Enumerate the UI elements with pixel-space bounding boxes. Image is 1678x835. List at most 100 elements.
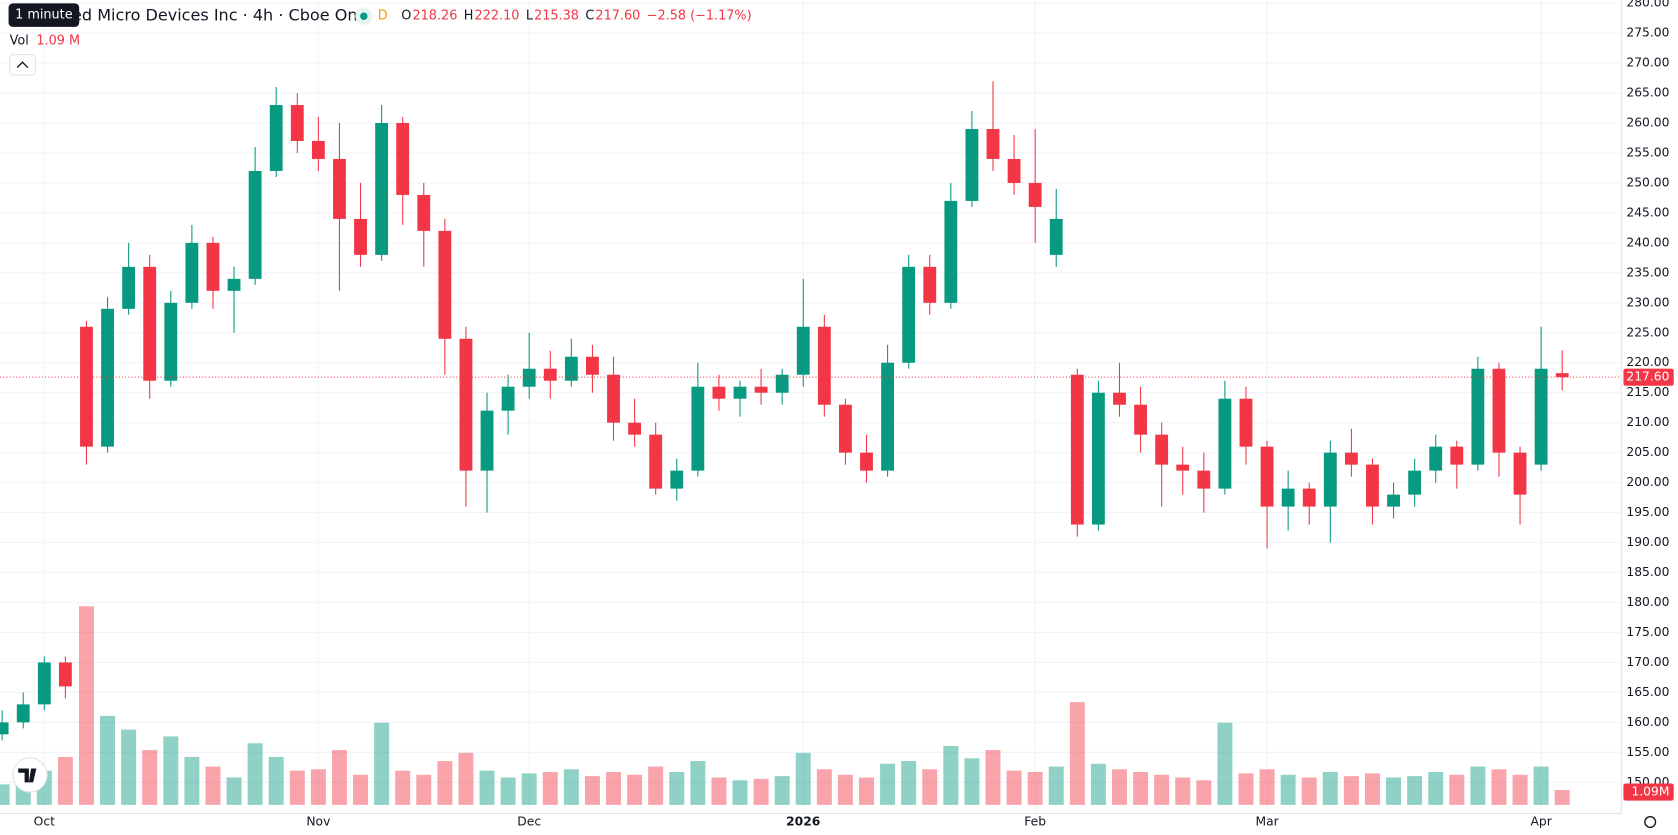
- candle-body: [564, 356, 578, 381]
- volume-bar: [627, 774, 643, 805]
- volume-bar: [711, 777, 727, 805]
- volume-bar: [1069, 702, 1085, 805]
- ohlc-value: 218.26: [412, 9, 457, 24]
- y-tick-label: 275.00: [1626, 26, 1669, 40]
- volume-bar: [943, 745, 959, 805]
- volume-bar: [437, 761, 453, 805]
- ohlc-value: 222.10: [475, 9, 520, 24]
- x-tick-label: Dec: [517, 815, 541, 829]
- volume-bar: [1111, 769, 1127, 805]
- candle-body: [1155, 434, 1169, 465]
- candle-body: [733, 386, 747, 399]
- last-price-label: 217.60: [1626, 370, 1669, 384]
- volume-bar: [774, 776, 790, 805]
- candle-body: [1091, 392, 1105, 525]
- y-tick-label: 265.00: [1626, 86, 1669, 100]
- y-tick-label: 270.00: [1626, 56, 1669, 70]
- volume-bar: [690, 761, 706, 805]
- volume-bar: [816, 769, 832, 805]
- candle-body: [122, 266, 136, 309]
- candle-body: [839, 404, 852, 453]
- volume-bar: [479, 770, 495, 805]
- candle-body: [396, 123, 410, 195]
- candle-body: [1387, 494, 1400, 507]
- y-tick-label: 200.00: [1626, 475, 1669, 489]
- y-tick-label: 210.00: [1626, 415, 1669, 429]
- candle-body: [944, 200, 958, 303]
- candle-body: [206, 242, 220, 291]
- candle-body: [58, 662, 72, 687]
- candle-body: [586, 356, 599, 375]
- volume-bar: [310, 769, 326, 805]
- y-tick-label: 205.00: [1626, 445, 1669, 459]
- candle-body: [1028, 182, 1042, 207]
- ohlc-letter: C: [585, 9, 594, 24]
- volume-bar: [880, 763, 896, 805]
- candle-body: [1323, 452, 1337, 507]
- volume-bar: [1259, 769, 1275, 805]
- x-tick-label: Mar: [1255, 815, 1279, 829]
- candle-body: [1239, 398, 1253, 447]
- candle-body: [1555, 373, 1569, 378]
- volume-bar: [1364, 773, 1380, 805]
- candle-body: [417, 194, 431, 231]
- candle-body: [1450, 446, 1464, 465]
- y-tick-label: 180.00: [1626, 595, 1669, 609]
- candle-body: [986, 129, 1000, 159]
- status-dot: [360, 12, 368, 20]
- volume-bar: [100, 715, 116, 805]
- candle-body: [37, 662, 51, 705]
- y-tick-label: 260.00: [1626, 116, 1669, 130]
- candle-body: [311, 140, 325, 159]
- candle-body: [438, 230, 452, 339]
- logo: [12, 757, 48, 793]
- badge[interactable]: D: [378, 9, 388, 24]
- candle-body: [543, 368, 557, 381]
- collapse-icon: [16, 61, 29, 69]
- candle-body: [1176, 464, 1190, 471]
- candle-body: [817, 326, 831, 405]
- volume-bar: [1533, 766, 1549, 805]
- volume-bar: [142, 750, 158, 805]
- volume-bar: [205, 766, 221, 805]
- y-tick-label: 190.00: [1626, 535, 1669, 549]
- y-tick-label: 170.00: [1626, 655, 1669, 669]
- volume-bar: [1512, 774, 1528, 805]
- candle-body: [1218, 398, 1232, 489]
- collapse-button[interactable]: [9, 54, 36, 76]
- volume-bar: [1027, 772, 1043, 805]
- candle-body: [1049, 218, 1063, 255]
- candle-body: [754, 386, 768, 393]
- volume-bar: [521, 773, 537, 805]
- volume-bar: [0, 784, 10, 805]
- candle-body: [459, 338, 473, 471]
- volume-bar: [78, 606, 94, 805]
- candle-body: [1344, 452, 1358, 465]
- volume-bar: [753, 778, 769, 805]
- candle-body: [881, 362, 895, 471]
- volume-bar: [1154, 774, 1170, 805]
- candle-body: [628, 422, 642, 435]
- volume-bar: [226, 777, 242, 805]
- volume-bar: [837, 774, 853, 805]
- volume-bar: [1407, 776, 1423, 805]
- volume-bar: [353, 774, 369, 805]
- volume-bar: [458, 752, 474, 805]
- y-tick-label: 230.00: [1626, 295, 1669, 309]
- volume-bar: [1343, 776, 1359, 805]
- candle-body: [965, 129, 979, 201]
- candle-body: [1492, 368, 1506, 453]
- candle-body: [691, 386, 705, 471]
- volume-bar: [163, 736, 179, 805]
- candle-body: [501, 386, 515, 411]
- candle-body: [0, 722, 9, 735]
- volume-bar: [648, 766, 664, 805]
- change-value: −2.58 (−1.17%): [647, 9, 752, 24]
- volume-bar: [121, 729, 137, 805]
- x-tick-label: Nov: [306, 815, 330, 829]
- settings-icon[interactable]: [1644, 815, 1657, 829]
- volume-bar: [732, 780, 748, 805]
- volume-bar: [268, 756, 284, 805]
- candle-body: [185, 242, 199, 303]
- volume-bar: [57, 756, 73, 805]
